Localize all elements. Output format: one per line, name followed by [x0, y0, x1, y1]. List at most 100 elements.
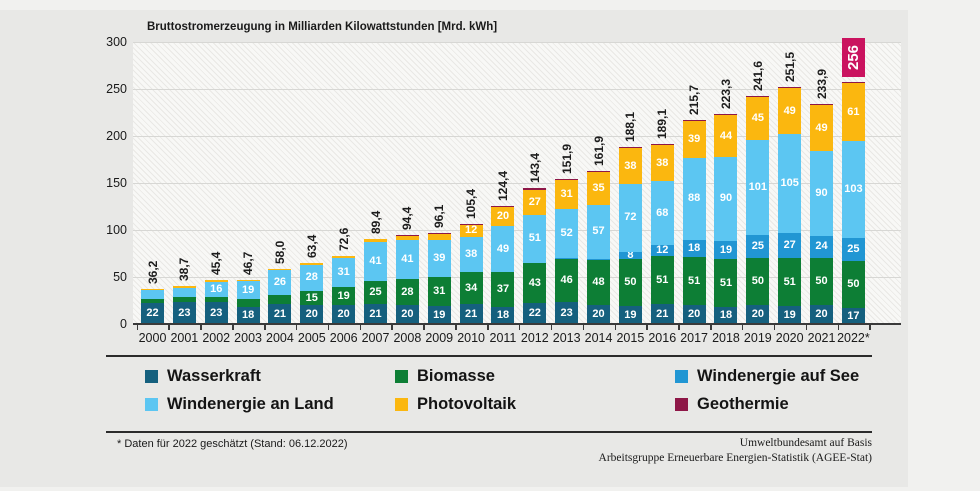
segment-value-label: 46: [560, 274, 573, 287]
bar-segment-windenergie-an-land: [587, 205, 611, 259]
bar-segment-windenergie-an-land: [236, 281, 260, 300]
bar-segment-geothermie: [841, 82, 865, 84]
segment-value-label: 51: [656, 273, 669, 286]
segment-value-label: 21: [273, 307, 287, 320]
bar-segment-photovoltaik: [555, 179, 579, 209]
segment-value-label: 88: [687, 192, 701, 205]
bar-segment-windenergie-auf-see: [810, 235, 834, 259]
bar-segment-biomasse: [427, 277, 451, 307]
bar-segment-wasserkraft: [714, 307, 738, 324]
separator-top: [106, 355, 872, 357]
bar-segment-photovoltaik: [395, 236, 419, 241]
bar-segment-geothermie: [459, 224, 483, 226]
bar-segment-wasserkraft: [459, 304, 483, 324]
bar-segment-photovoltaik: [427, 234, 451, 241]
segment-value-label: 20: [337, 308, 350, 321]
bar-segment-biomasse: [459, 272, 483, 305]
y-axis-label-100: 100: [106, 223, 127, 237]
bar-segment-photovoltaik: [682, 120, 706, 158]
bar-segment-geothermie: [618, 146, 642, 149]
bar-segment-photovoltaik: [459, 225, 483, 237]
segment-value-label: 25: [751, 239, 764, 252]
bar-segment-wasserkraft: [523, 303, 547, 324]
bar-segment-photovoltaik: [746, 97, 770, 140]
year-label-2008: 2008: [393, 331, 422, 345]
year-label-2019: 2019: [743, 331, 772, 345]
total-label: 188,1: [623, 111, 638, 142]
year-label-2013: 2013: [552, 331, 581, 345]
total-label: 45,4: [209, 252, 224, 276]
segment-value-label: 41: [369, 254, 382, 267]
year-label-2016: 2016: [648, 331, 677, 345]
y-axis-label-50: 50: [113, 270, 127, 284]
segment-value-label: 38: [464, 247, 478, 260]
x-tick: [805, 325, 808, 330]
year-label-2015: 2015: [616, 331, 645, 345]
segment-value-label: 19: [719, 243, 733, 256]
wasserkraft-swatch-icon: [145, 370, 158, 383]
x-tick: [423, 325, 425, 330]
segment-value-label: 20: [815, 308, 828, 321]
bar-segment-photovoltaik: [332, 256, 356, 259]
year-label-2017: 2017: [680, 331, 709, 345]
bar-segment-windenergie-an-land: [395, 240, 419, 279]
bar-segment-windenergie-auf-see: [746, 234, 770, 259]
separator-bottom: [106, 431, 872, 433]
segment-value-label: 20: [687, 308, 701, 321]
gridline-50: [133, 277, 901, 278]
bar-segment-geothermie: [650, 144, 674, 146]
bar-segment-wasserkraft: [650, 304, 674, 324]
bar-segment-windenergie-an-land: [650, 181, 674, 246]
segment-value-label: 25: [847, 242, 860, 255]
segment-value-label: 21: [656, 307, 669, 320]
bar-segment-windenergie-auf-see: [587, 258, 611, 261]
segment-value-label: 101: [748, 180, 767, 193]
segment-value-label: 51: [719, 276, 733, 289]
bar-segment-windenergie-auf-see: [714, 241, 738, 260]
bar-segment-windenergie-auf-see: [682, 240, 706, 258]
gridline-200: [133, 136, 901, 137]
bar-segment-wasserkraft: [236, 307, 260, 324]
bar-segment-photovoltaik: [204, 280, 228, 282]
total-label: 58,0: [272, 240, 287, 264]
year-label-2021: 2021: [807, 331, 836, 345]
total-label-highlight: 256: [841, 38, 865, 78]
year-label-2014: 2014: [584, 331, 613, 345]
bar-segment-photovoltaik: [841, 83, 865, 141]
segment-value-label: 51: [528, 232, 541, 245]
segment-value-label: 50: [751, 275, 764, 288]
year-label-2020: 2020: [775, 331, 804, 345]
bar-segment-wasserkraft: [682, 305, 706, 324]
bar-segment-biomasse: [618, 259, 642, 307]
segment-value-label: 17: [847, 309, 860, 322]
bar-segment-windenergie-an-land: [364, 242, 388, 281]
bar-segment-photovoltaik: [364, 239, 388, 243]
gridline-250: [133, 89, 901, 90]
bar-segment-windenergie-an-land: [141, 290, 164, 300]
segment-value-label: 31: [560, 187, 573, 200]
bar-segment-wasserkraft: [364, 304, 388, 324]
bar-segment-biomasse: [236, 299, 260, 308]
bar-segment-windenergie-an-land: [746, 139, 770, 235]
bar-segment-windenergie-auf-see: [778, 232, 802, 259]
total-label: 94,4: [400, 206, 415, 230]
segment-value-label: 20: [496, 210, 510, 223]
segment-value-label: 44: [719, 129, 733, 142]
bar-segment-biomasse: [332, 287, 356, 306]
total-label: 46,7: [241, 251, 256, 276]
bar-segment-windenergie-an-land: [682, 157, 706, 241]
bar-segment-photovoltaik: [523, 189, 547, 215]
segment-value-label: 20: [592, 308, 605, 321]
segment-value-label: 34: [464, 281, 478, 294]
photovoltaik-swatch-icon: [395, 398, 408, 411]
year-label-2010: 2010: [457, 331, 485, 345]
bar-segment-windenergie-an-land: [332, 258, 356, 288]
segment-value-label: 23: [560, 306, 573, 319]
bar-segment-geothermie: [682, 119, 706, 121]
y-axis-label-0: 0: [120, 317, 127, 331]
bar-segment-wasserkraft: [587, 305, 611, 324]
year-label-2000: 2000: [138, 331, 167, 345]
plot-area: 22 36,2 23 38,7 23 16 45,4 18 19 46,7 21 26 58,0 20 15…: [133, 38, 901, 324]
segment-value-label: 51: [687, 274, 701, 287]
segment-value-label: 57: [592, 225, 605, 238]
